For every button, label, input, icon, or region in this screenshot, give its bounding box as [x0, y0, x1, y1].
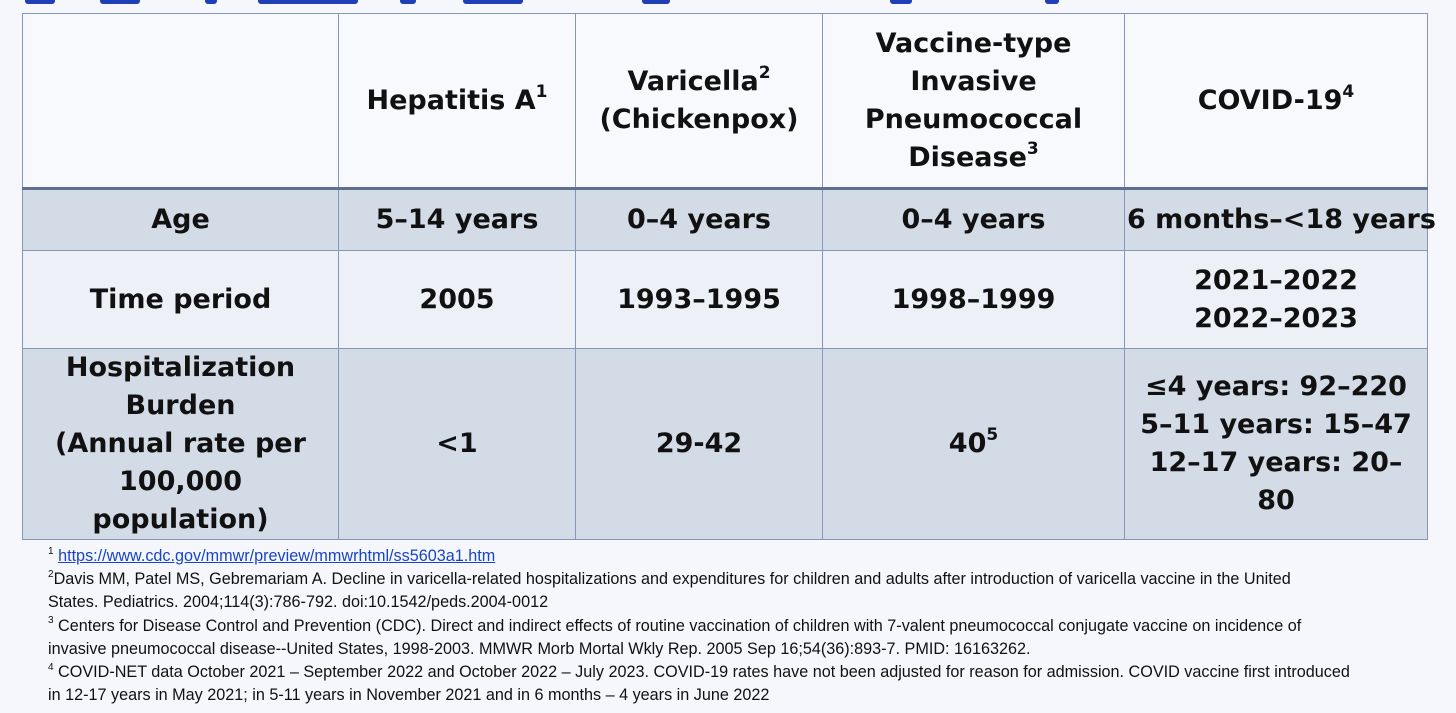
cell-age-hepatitis-a: 5–14 years — [338, 188, 576, 251]
cell-time-pneumococcal: 1998–1999 — [822, 250, 1125, 349]
header-covid-19: COVID-194 — [1124, 13, 1428, 190]
header-hepatitis-a: Hepatitis A1 — [338, 13, 576, 190]
footnotes: 1 https://www.cdc.gov/mmwr/preview/mmwrh… — [48, 545, 1448, 707]
cell-time-covid: 2021–2022 2022–2023 — [1124, 250, 1428, 349]
cell-hosp-covid: ≤4 years: 92–220 5–11 years: 15–47 12–17… — [1124, 348, 1428, 540]
row-label-hospitalization: Hospitalization Burden (Annual rate per … — [22, 348, 339, 540]
footnote-3: 3 Centers for Disease Control and Preven… — [48, 615, 1302, 658]
header-pneumococcal: Vaccine-type Invasive Pneumococcal Disea… — [822, 13, 1125, 190]
hospitalization-burden-table: Hepatitis A1 Varicella2 (Chickenpox) Vac… — [22, 13, 1436, 540]
cell-time-varicella: 1993–1995 — [575, 250, 823, 349]
cell-hosp-varicella: 29-42 — [575, 348, 823, 540]
footnote-2: 2Davis MM, Patel MS, Gebremariam A. Decl… — [48, 568, 1291, 612]
cell-hosp-hepatitis-a: <1 — [338, 348, 576, 540]
footnote-1: 1 https://www.cdc.gov/mmwr/preview/mmwrh… — [48, 545, 496, 565]
header-varicella: Varicella2 (Chickenpox) — [575, 13, 823, 190]
footnote-1-link[interactable]: https://www.cdc.gov/mmwr/preview/mmwrhtm… — [58, 547, 496, 565]
row-label-time-period: Time period — [22, 250, 339, 349]
table-row-hospitalization: Hospitalization Burden (Annual rate per … — [22, 348, 1428, 540]
cell-age-pneumococcal: 0–4 years — [822, 188, 1125, 251]
header-empty-cell — [22, 13, 339, 190]
table-row-age: Age 5–14 years 0–4 years 0–4 years 6 mon… — [22, 188, 1436, 251]
header-row: Hepatitis A1 Varicella2 (Chickenpox) Vac… — [22, 13, 1428, 190]
cell-age-varicella: 0–4 years — [575, 188, 823, 251]
table-row-time-period: Time period 2005 1993–1995 1998–1999 202… — [22, 250, 1428, 349]
cropped-title-strip — [0, 0, 1456, 10]
cell-hosp-pneumococcal: 405 — [822, 348, 1125, 540]
cell-age-covid: 6 months–<18 years — [1124, 188, 1436, 251]
cell-time-hepatitis-a: 2005 — [338, 250, 576, 349]
row-label-age: Age — [22, 188, 339, 251]
footnote-4: 4 COVID-NET data October 2021 – Septembe… — [48, 661, 1350, 705]
